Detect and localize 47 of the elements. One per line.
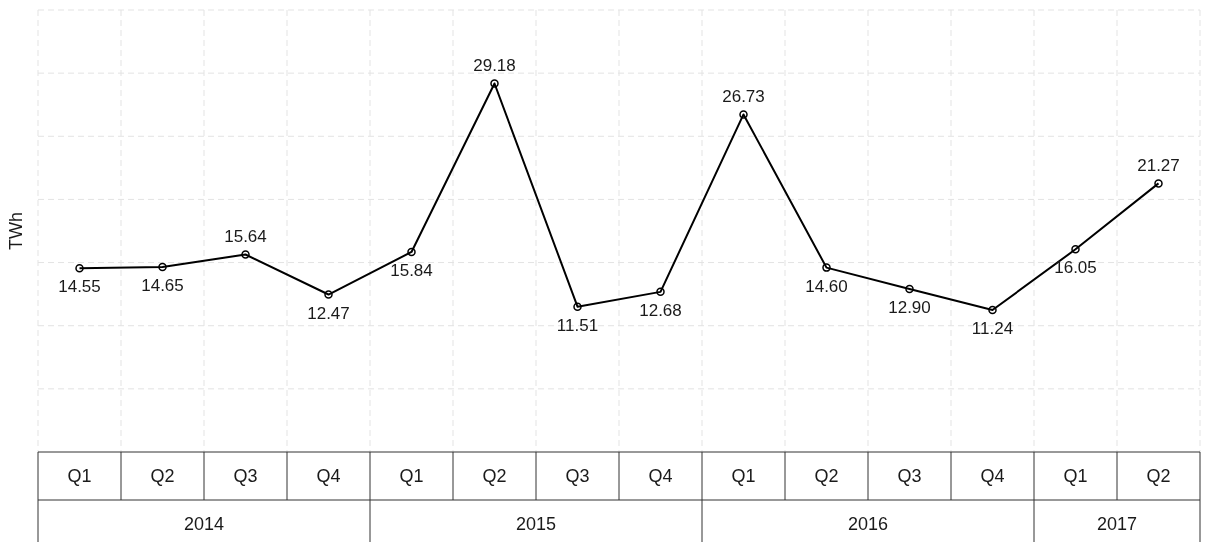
point	[656, 287, 665, 297]
x-tick-label: Q2	[814, 466, 839, 486]
text: 2014	[183, 514, 225, 534]
point	[324, 290, 333, 299]
x-tick-label: Q4	[980, 466, 1005, 486]
x-tick-label: Q3	[565, 466, 590, 486]
x-tick-label: Q2	[482, 466, 507, 486]
data-label: 12.68	[639, 300, 682, 320]
text: 2017	[1096, 514, 1138, 534]
point	[158, 262, 167, 272]
point	[739, 110, 748, 119]
x-tick-label: Q1	[1063, 466, 1088, 486]
data-label: 14.65	[141, 275, 184, 295]
data-label: 12.90	[888, 298, 931, 318]
point	[490, 79, 499, 88]
data-label: 14.60	[805, 276, 848, 296]
data-label: 11.51	[556, 315, 599, 335]
point	[75, 264, 84, 273]
data-label: 16.05	[1054, 258, 1097, 278]
x-tick-label: Q2	[150, 466, 175, 486]
text: 2016	[847, 514, 889, 534]
point	[407, 247, 416, 257]
data-label: 14.55	[58, 277, 101, 297]
x-tick-label: Q1	[67, 466, 92, 486]
point	[822, 263, 831, 272]
data-label: 21.27	[1137, 156, 1180, 176]
point	[988, 305, 997, 315]
data-label: 26.73	[722, 87, 765, 107]
data-label: 15.84	[390, 260, 433, 280]
x-tick-label: Q1	[731, 466, 756, 486]
data-label: 12.47	[307, 303, 350, 323]
x-tick-label: Q4	[648, 466, 673, 486]
point	[1154, 179, 1163, 188]
data-label: 11.24	[971, 319, 1014, 339]
y-axis-title: TWh	[6, 212, 26, 250]
point	[573, 302, 582, 311]
x-tick-label: Q4	[316, 466, 341, 486]
x-tick-label: Q2	[1146, 466, 1171, 486]
point	[1071, 245, 1080, 254]
data-label: 29.18	[473, 56, 516, 76]
point	[241, 250, 250, 259]
x-tick-label: Q1	[399, 466, 424, 486]
text: 2015	[515, 514, 557, 534]
data-label: 15.64	[224, 227, 267, 247]
x-tick-label: Q3	[897, 466, 922, 486]
point	[905, 284, 914, 294]
x-tick-label: Q3	[233, 466, 258, 486]
